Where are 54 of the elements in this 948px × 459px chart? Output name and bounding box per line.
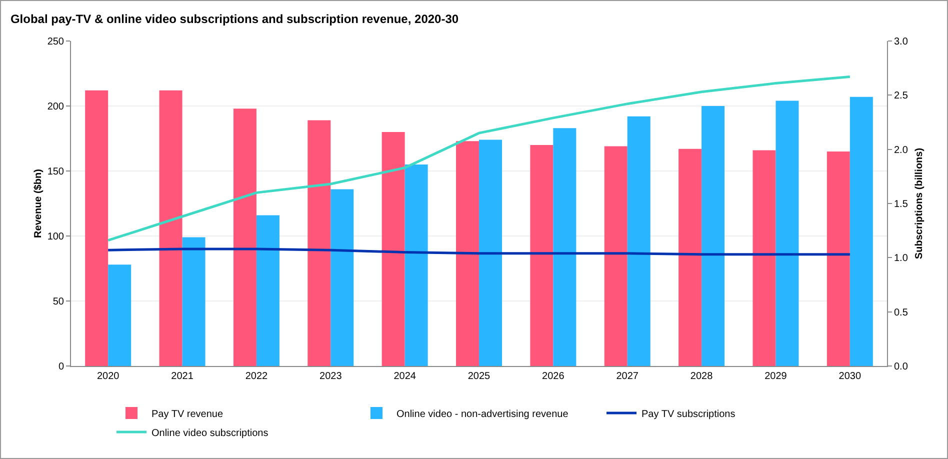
x-tick-label: 2029 [764, 371, 788, 382]
x-tick-label: 2024 [394, 371, 416, 382]
y-tick-label: 250 [47, 36, 64, 48]
y2-tick-label: 2.0 [894, 144, 908, 156]
bar [85, 90, 108, 366]
y2-tick-label: 1.5 [894, 199, 908, 210]
bar [330, 189, 354, 366]
y-axis-title: Revenue ($bn) [33, 169, 44, 238]
bar [108, 264, 132, 366]
legend-label: Online video - non-advertising revenue [396, 408, 569, 420]
y-tick-label: 0 [58, 362, 64, 372]
x-tick-label: 2023 [320, 371, 342, 382]
bar [604, 146, 628, 366]
y-tick-label: 100 [47, 232, 64, 242]
bar [256, 215, 280, 366]
bar [382, 132, 405, 366]
y2-tick-label: 3.0 [894, 36, 908, 48]
x-tick-label: 2028 [690, 371, 714, 382]
x-tick-label: 2030 [838, 371, 862, 382]
bar [404, 164, 428, 366]
bar [308, 120, 331, 366]
bar [456, 141, 479, 366]
bar [702, 106, 725, 366]
bar [627, 116, 650, 366]
x-tick-label: 2025 [468, 371, 491, 382]
x-tick-label: 2020 [96, 371, 120, 382]
x-tick-label: 2027 [616, 371, 639, 382]
y2-axis-title: Subscriptions (billions) [914, 148, 925, 260]
bar [678, 148, 702, 366]
y2-tick-label: 1.0 [894, 253, 908, 264]
y2-tick-label: 0.0 [894, 362, 908, 372]
y2-tick-label: 0.5 [894, 307, 908, 318]
x-tick-label: 2021 [171, 371, 194, 382]
bar [553, 128, 576, 366]
bar [479, 140, 502, 366]
x-tick-label: 2022 [245, 371, 268, 382]
line-series [106, 76, 852, 242]
bar [826, 152, 850, 366]
x-tick-label: 2026 [542, 371, 565, 382]
y2-tick-label: 2.5 [894, 90, 908, 102]
y-tick-label: 50 [52, 296, 64, 308]
bar [776, 100, 799, 366]
bar [850, 96, 873, 366]
chart-title: Global pay-TV & online video subscriptions and subscription revenue, 2020-30 [10, 12, 459, 26]
bar [182, 237, 206, 366]
y-tick-label: 200 [47, 102, 64, 112]
bar [752, 150, 776, 366]
legend-label: Online video subscriptions [152, 428, 268, 439]
bar [233, 108, 256, 366]
y-tick-label: 150 [47, 166, 64, 178]
legend-label: Pay TV subscriptions [642, 408, 736, 420]
bar [159, 90, 182, 366]
legend-label: Pay TV revenue [152, 408, 224, 420]
bar [530, 145, 554, 366]
